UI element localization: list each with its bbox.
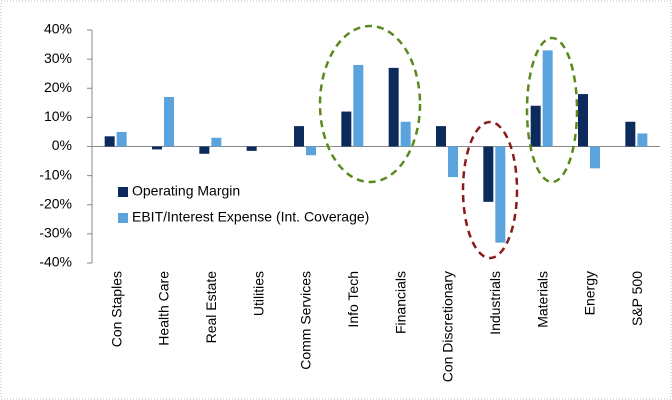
y-tick-label: -30%: [39, 225, 72, 241]
bar: [306, 146, 316, 156]
bar: [152, 146, 162, 150]
x-tick-label: Health Care: [156, 271, 172, 346]
legend-swatch: [118, 187, 128, 197]
bar: [625, 121, 636, 147]
bar: [104, 136, 115, 147]
bar: [246, 146, 257, 151]
plot: -40% -30% -20% -10% 0% 10% 20% 30% 40% Con Staple…: [39, 21, 660, 382]
x-tick-label: Financials: [392, 271, 408, 334]
bar: [388, 67, 399, 147]
x-tick-label: Materials: [534, 271, 550, 328]
legend-label: Operating Margin: [132, 183, 240, 199]
x-tick-label: Comm Services: [298, 271, 314, 370]
legend-swatch: [118, 213, 128, 223]
y-tick-label: 20%: [44, 79, 72, 95]
x-tick-label: S&P 500: [629, 271, 645, 326]
y-tick-label: 0%: [52, 137, 72, 153]
bar: [353, 64, 364, 147]
bar: [211, 137, 222, 147]
highlight-ellipse: [318, 24, 422, 184]
bar: [436, 126, 446, 147]
bar: [578, 94, 588, 147]
bar: [637, 133, 648, 147]
y-tick-label: -10%: [39, 166, 72, 182]
bar: [542, 50, 553, 147]
x-tick-label: Real Estate: [203, 271, 219, 344]
x-tick-label: Energy: [582, 271, 598, 315]
x-tick-label: Con Staples: [108, 271, 124, 347]
y-tick-label: 40%: [44, 21, 72, 37]
bar: [400, 121, 411, 147]
y-tick-label: -20%: [39, 195, 72, 211]
x-tick-label: Info Tech: [345, 271, 361, 328]
bar: [341, 111, 352, 147]
bar: [530, 105, 541, 147]
bar: [164, 96, 174, 147]
bar: [448, 146, 458, 178]
x-tick-label: Industrials: [487, 271, 503, 335]
bar: [294, 126, 304, 147]
y-tick-label: 10%: [44, 108, 72, 124]
y-tick-label: 30%: [44, 50, 72, 66]
bar: [199, 146, 210, 154]
legend-label: EBIT/Interest Expense (Int. Coverage): [132, 209, 369, 225]
x-tick-label: Con Discretionary: [440, 271, 456, 382]
bar: [483, 146, 494, 202]
y-tick-label: -40%: [39, 254, 72, 270]
highlight-ellipse: [525, 36, 579, 184]
bar: [495, 146, 506, 243]
bar: [116, 131, 127, 147]
bar: [590, 146, 600, 169]
highlight-ellipse: [461, 120, 519, 260]
x-tick-label: Utilities: [250, 271, 266, 316]
